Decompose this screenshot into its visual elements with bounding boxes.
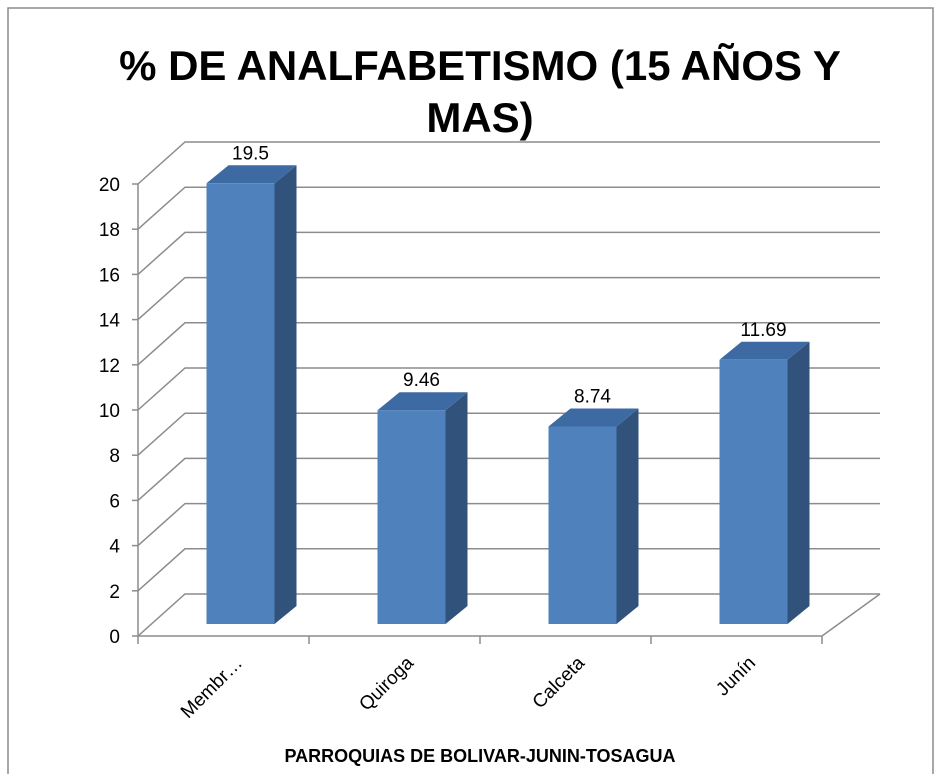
- grid-line: [137, 367, 880, 411]
- bar-top: [719, 341, 810, 360]
- chart-title: % DE ANALFABETISMO (15 AÑOS Y MAS): [119, 42, 841, 141]
- frame: [7, 7, 934, 774]
- y-tick-label: 8: [109, 446, 120, 467]
- x-tick-label: Junín: [712, 653, 760, 701]
- y-tick-label: 6: [109, 491, 120, 512]
- data-label: 9.46: [403, 370, 440, 391]
- bar-top: [377, 392, 468, 411]
- data-label: 19.5: [232, 143, 269, 164]
- y-tick-label: 16: [99, 265, 120, 286]
- y-tick-label: 4: [109, 537, 120, 558]
- x-tick-label: Calceta: [529, 652, 590, 713]
- y-tick-label: 10: [99, 401, 120, 422]
- bar-side: [787, 341, 810, 624]
- y-tick-label: 18: [99, 220, 120, 241]
- y-tick-label: 12: [99, 356, 120, 377]
- y-tick-label: 2: [109, 582, 120, 603]
- grid-line: [137, 548, 880, 592]
- grid-line: [137, 457, 880, 501]
- x-tick-label: Membr…: [177, 653, 247, 723]
- data-label: 8.74: [574, 386, 611, 407]
- grid-line: [137, 593, 880, 637]
- bar: [719, 359, 788, 624]
- y-tick-label: 14: [99, 311, 121, 332]
- grid-line: [137, 276, 880, 321]
- bar-top: [548, 408, 639, 427]
- bar: [548, 426, 617, 624]
- x-axis-label: PARROQUIAS DE BOLIVAR-JUNIN-TOSAGUA: [284, 746, 675, 766]
- grid-line: [137, 186, 880, 230]
- grid-line: [137, 412, 880, 456]
- bar: [206, 183, 275, 625]
- grid-line: [137, 141, 880, 185]
- grid-line: [137, 322, 880, 366]
- bar-side: [445, 392, 468, 624]
- y-tick-label: 20: [99, 175, 120, 196]
- grid-line: [137, 231, 880, 275]
- bar-side: [616, 408, 639, 624]
- y-tick-label: 0: [109, 627, 120, 648]
- data-label: 11.69: [740, 320, 786, 341]
- x-tick-label: Quiroga: [355, 652, 418, 715]
- bar: [377, 410, 446, 624]
- bar-side: [274, 165, 297, 625]
- grid-line: [137, 502, 880, 547]
- bar-top: [206, 165, 297, 184]
